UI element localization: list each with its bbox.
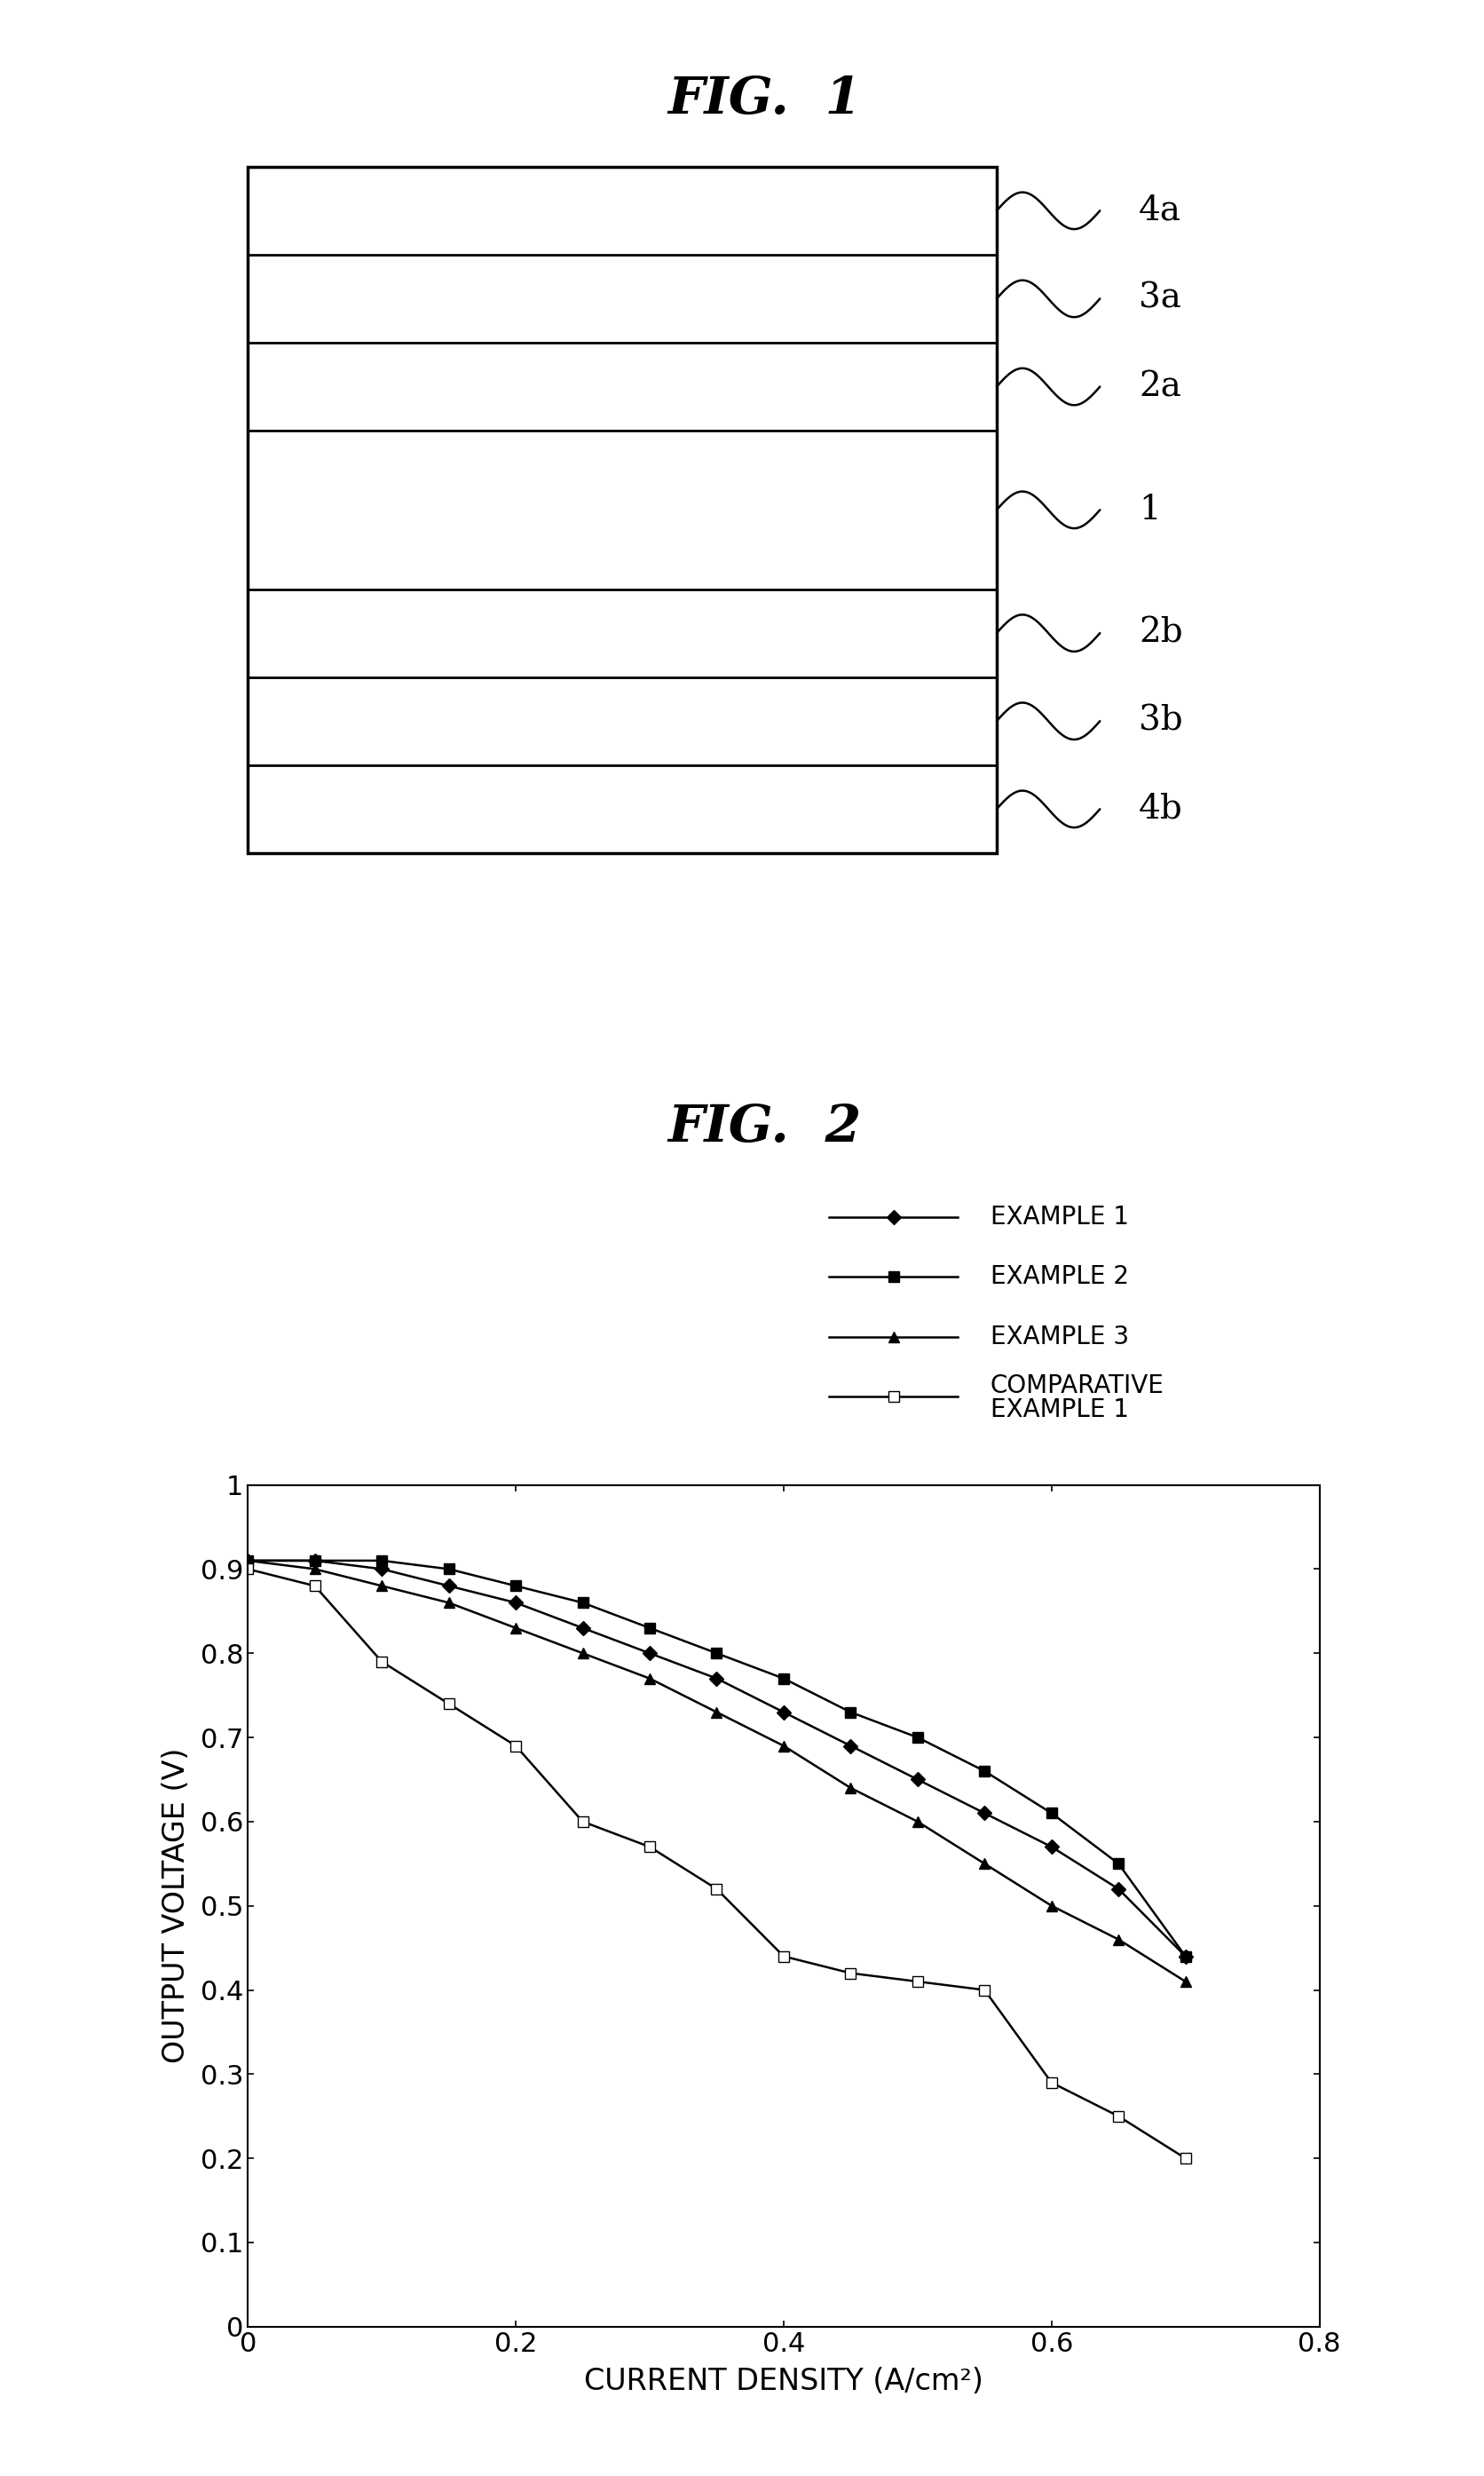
- Text: 3a: 3a: [1138, 282, 1181, 314]
- Text: 4b: 4b: [1138, 792, 1183, 825]
- Text: EXAMPLE 3: EXAMPLE 3: [990, 1325, 1129, 1349]
- Text: COMPARATIVE: COMPARATIVE: [990, 1374, 1163, 1399]
- Text: 1: 1: [1138, 493, 1160, 527]
- Text: FIG.  2: FIG. 2: [668, 1102, 861, 1154]
- Text: FIG.  1: FIG. 1: [668, 74, 861, 124]
- Text: 2a: 2a: [1138, 371, 1181, 404]
- Text: EXAMPLE 1: EXAMPLE 1: [990, 1206, 1129, 1231]
- Text: EXAMPLE 1: EXAMPLE 1: [990, 1396, 1129, 1424]
- Text: 2b: 2b: [1138, 617, 1183, 649]
- Y-axis label: OUTPUT VOLTAGE (V): OUTPUT VOLTAGE (V): [162, 1748, 190, 2063]
- Text: 3b: 3b: [1138, 706, 1183, 738]
- X-axis label: CURRENT DENSITY (A/cm²): CURRENT DENSITY (A/cm²): [585, 2367, 984, 2397]
- Text: EXAMPLE 2: EXAMPLE 2: [990, 1265, 1129, 1290]
- Text: 4a: 4a: [1138, 193, 1181, 228]
- Bar: [248, 166, 997, 854]
